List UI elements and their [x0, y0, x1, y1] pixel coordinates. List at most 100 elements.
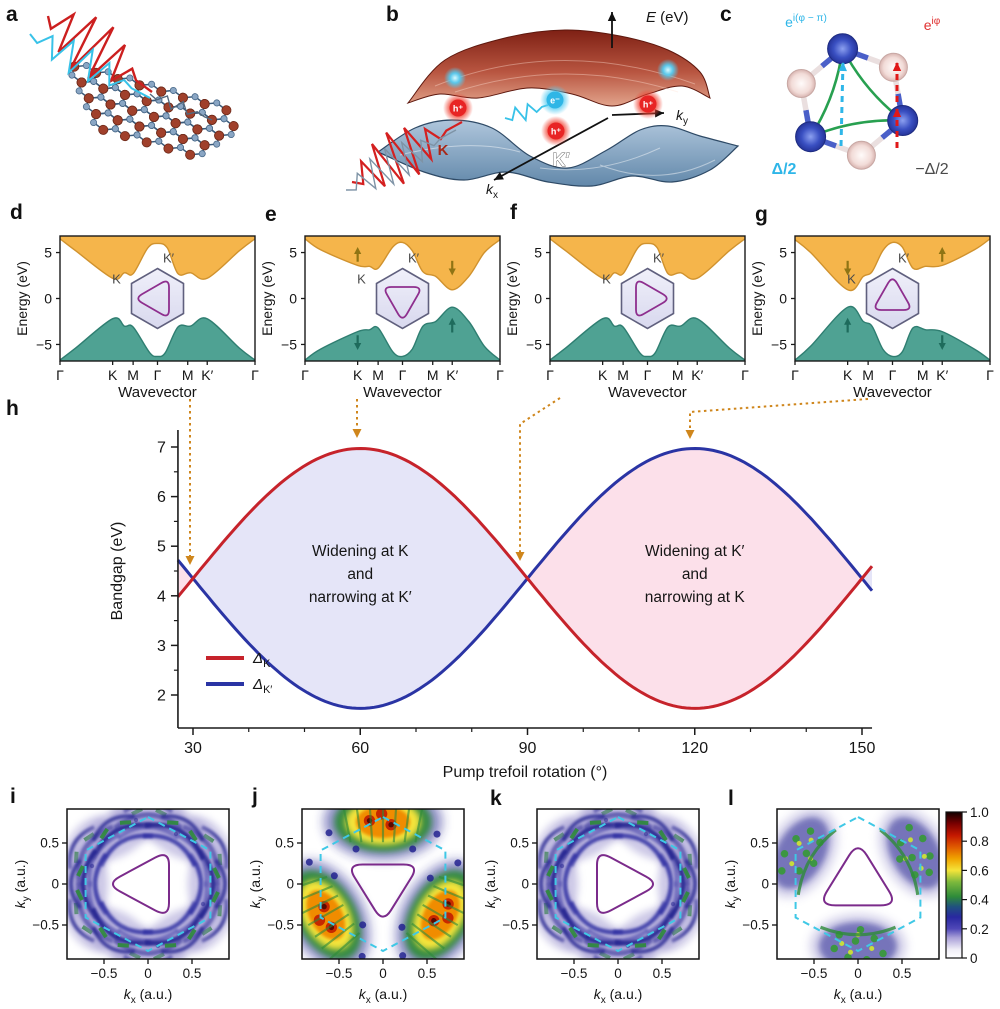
panel-a-illustration [29, 11, 239, 160]
x-tick-label: Γ [399, 367, 407, 383]
shaded-region [193, 448, 528, 709]
kx-axis [493, 117, 609, 181]
atom-red [98, 124, 109, 135]
inset-K-label: K [112, 272, 121, 287]
brillouin-zone-inset [865, 267, 920, 330]
phase-left-label: ei(φ − π) [785, 13, 827, 30]
atom-red [127, 105, 138, 116]
x-tick-label: Γ [791, 367, 799, 383]
hot-cluster-wrap [323, 809, 443, 860]
x-tick-label: 0 [379, 966, 387, 981]
atom-red [156, 127, 167, 138]
y-tick-label: 0.5 [750, 836, 769, 851]
x-tick-label: Γ [546, 367, 554, 383]
pulse-tail [149, 93, 213, 121]
y-tick-label: 0 [761, 877, 769, 892]
atom-blue [111, 125, 119, 133]
intensity-cluster-mid [777, 809, 837, 898]
intensity-cluster-hot [302, 858, 371, 959]
y-axis-label: Energy (eV) [749, 261, 765, 336]
atom-blue [126, 74, 134, 82]
map-content [302, 809, 464, 959]
brillouin-zone-inset [130, 267, 185, 330]
atom-red [163, 143, 174, 154]
inset-Kprime-label: K′ [653, 251, 665, 266]
trefoil-contour [596, 854, 655, 914]
map-content [777, 809, 939, 959]
cyan-phase-arrow-head [838, 62, 847, 72]
delta-K-curve [176, 446, 874, 710]
x-tick-label: M [672, 367, 684, 383]
x-tick-label: Γ [496, 367, 504, 383]
atom-blue [75, 87, 83, 95]
atom-blue [133, 131, 141, 139]
panel-label-g: g [755, 203, 768, 226]
x-tick-label: M [427, 367, 439, 383]
hole-label: h⁺ [643, 100, 653, 110]
electron-pocket-glow [657, 59, 679, 81]
atom-red [112, 115, 123, 126]
trefoil-contour [350, 863, 416, 918]
atom-red [105, 99, 116, 110]
x-tick-label: K′ [446, 367, 458, 383]
intensity-cluster-cold [612, 809, 684, 868]
sublattice-B-atom [786, 69, 816, 98]
annotation-left-line: and [347, 566, 373, 583]
cyan-phase-arrow [839, 61, 845, 147]
x-tick-label: −0.5 [561, 966, 588, 981]
E-axis-label: E (eV) [646, 9, 689, 26]
atom-blue [213, 99, 221, 107]
y-tick-label: −5 [281, 336, 297, 352]
atom-blue [205, 124, 213, 132]
panel-label-j: j [252, 785, 258, 808]
conduction-surface [406, 29, 711, 107]
atom-red [199, 99, 210, 110]
atom-blue [90, 119, 98, 127]
y-axis-label: ky (a.u.) [482, 860, 502, 909]
conduction-band [305, 236, 500, 290]
red-phase-arrow-head [892, 62, 902, 71]
x-tick-label: Γ [301, 367, 309, 383]
hole-label: h⁺ [453, 104, 463, 114]
x-tick-label: Γ [741, 367, 749, 383]
atom-red [141, 137, 152, 148]
x-tick-label: K [353, 367, 363, 383]
y-tick-label: 0 [289, 291, 297, 307]
y-tick-label: 0 [51, 877, 59, 892]
annotation-right-line: narrowing at K [645, 589, 746, 606]
K-valley-label: K [438, 142, 449, 159]
atom-blue [176, 143, 184, 151]
y-tick-label: 0 [44, 291, 52, 307]
trefoil-contour [823, 847, 893, 907]
atom-blue [155, 137, 163, 145]
x-tick-label: M [372, 367, 384, 383]
panel-b-band-illustration: E (eV) ky kx h⁺ h⁺ h⁺ e⁻ K K′ [345, 9, 740, 201]
atom-red [214, 130, 225, 141]
y-tick-label: 5 [534, 245, 542, 261]
y-tick-label: 0.5 [275, 836, 294, 851]
colorbar-tick-label: 0.4 [970, 893, 989, 908]
mid-cluster-wrap [810, 914, 906, 959]
hot-cluster-wrap [302, 858, 371, 959]
electron-pocket-glow [444, 67, 466, 89]
map-content [537, 809, 699, 959]
x-axis-label: kx (a.u.) [834, 986, 883, 1006]
x-tick-label: 0 [614, 966, 622, 981]
delta-half-label: Δ/2 [772, 161, 797, 178]
x-tick-label: K′ [201, 367, 213, 383]
atom-blue [68, 71, 76, 79]
intensity-cluster-hot [323, 809, 443, 860]
minus-delta-half-label: −Δ/2 [915, 161, 948, 178]
callout-arrow [689, 398, 869, 430]
pump-trefoil [874, 278, 911, 311]
atom-red [170, 118, 181, 129]
atom-blue [111, 84, 119, 92]
x-tick-label: M [917, 367, 929, 383]
y-axis-label: ky (a.u.) [247, 860, 267, 909]
y-axis-label: Energy (eV) [504, 261, 520, 336]
phase-right-label: eiφ [924, 16, 941, 33]
cyan-probe-pulse [29, 33, 151, 99]
x-tick-label: Γ [644, 367, 652, 383]
